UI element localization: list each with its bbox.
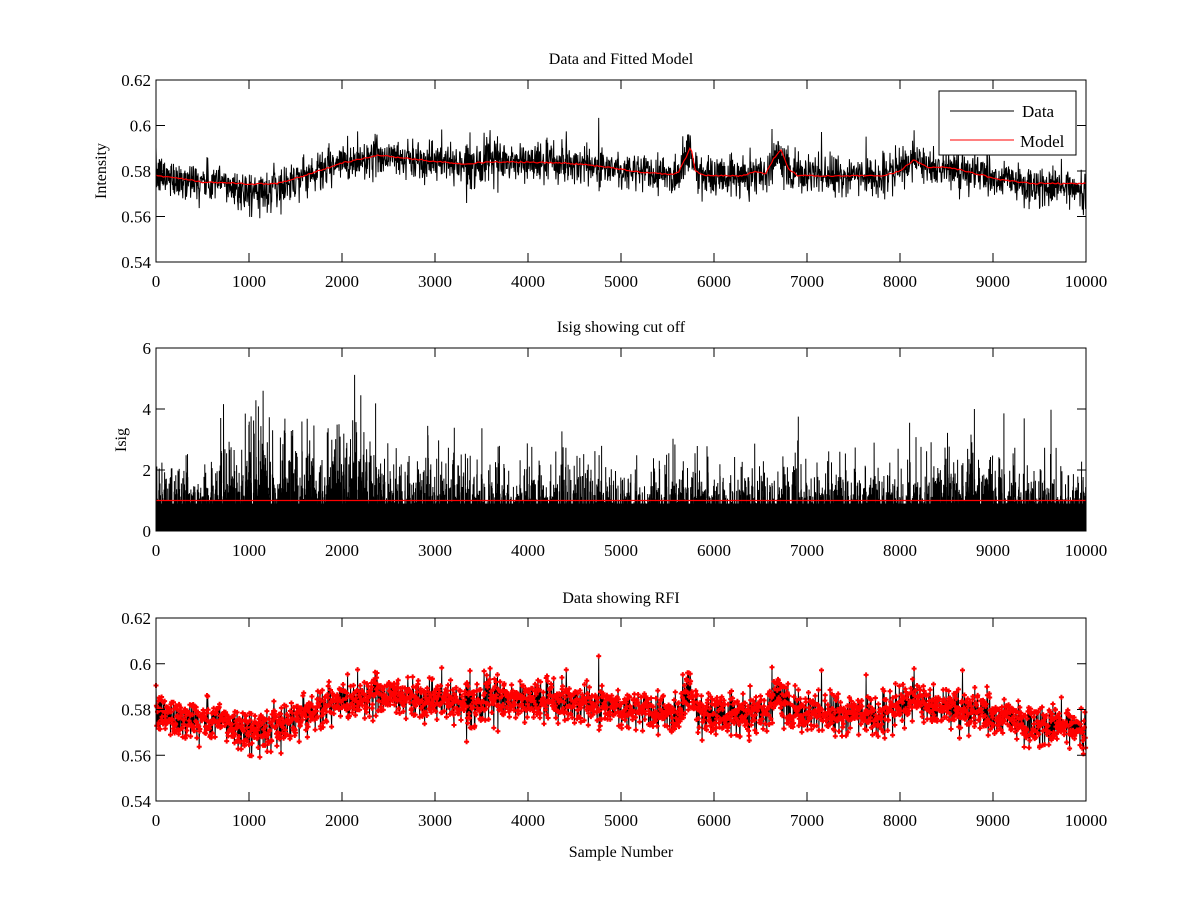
x-tick-label: 7000 — [790, 811, 824, 830]
panel-data-showing-rfi: Data showing RFI Sample Number 0 1000 2000… — [121, 590, 1107, 861]
x-tick-label: 1000 — [232, 811, 266, 830]
series-data-line — [155, 117, 1087, 219]
x-tick-label: 5000 — [604, 541, 638, 560]
y-tick-label: 0 — [143, 522, 152, 541]
x-tick-label: 9000 — [976, 541, 1010, 560]
x-tick-label: 7000 — [790, 272, 824, 291]
panel-2-ylabel: Isig — [113, 428, 130, 452]
x-tick-label: 10000 — [1065, 811, 1108, 830]
x-tick-label: 8000 — [883, 541, 917, 560]
x-tick-label: 1000 — [232, 541, 266, 560]
x-tick-label: 0 — [152, 811, 161, 830]
x-tick-label: 5000 — [604, 811, 638, 830]
x-tick-label: 0 — [152, 272, 161, 291]
x-tick-label: 9000 — [976, 811, 1010, 830]
legend-label-data: Data — [1022, 102, 1055, 121]
x-tick-label: 7000 — [790, 541, 824, 560]
y-tick-label: 0.58 — [121, 701, 151, 720]
panel-isig-showing-cut-off: Isig showing cut off Isig 0 1000 2000 3000 4… — [113, 319, 1107, 560]
y-tick-label: 0.58 — [121, 162, 151, 181]
panel-1-title: Data and Fitted Model — [549, 51, 694, 68]
x-tick-label: 6000 — [697, 541, 731, 560]
x-tick-label: 2000 — [325, 272, 359, 291]
x-tick-label: 3000 — [418, 272, 452, 291]
y-tick-label: 0.62 — [121, 71, 151, 90]
x-tick-label: 4000 — [511, 541, 545, 560]
x-tick-label: 4000 — [511, 811, 545, 830]
x-tick-label: 9000 — [976, 272, 1010, 291]
y-tick-label: 0.6 — [130, 117, 151, 136]
panel-2-title: Isig showing cut off — [557, 319, 686, 336]
legend-label-model: Model — [1020, 132, 1065, 151]
x-tick-label: 4000 — [511, 272, 545, 291]
isig-dense-band — [156, 503, 1086, 528]
y-tick-label: 0.56 — [121, 208, 151, 227]
x-tick-label: 10000 — [1065, 541, 1108, 560]
x-tick-label: 0 — [152, 541, 161, 560]
series-rfi-markers — [153, 653, 1089, 760]
y-tick-label: 0.62 — [121, 609, 151, 628]
x-tick-label: 8000 — [883, 811, 917, 830]
x-tick-label: 3000 — [418, 811, 452, 830]
y-tick-label: 4 — [143, 400, 152, 419]
x-tick-label: 6000 — [697, 811, 731, 830]
panel-3-title: Data showing RFI — [562, 590, 679, 607]
x-tick-label: 2000 — [325, 811, 359, 830]
panel-data-and-fitted-model: Data and Fitted Model Intensity 0 1000 200… — [93, 51, 1107, 291]
panel-1-ylabel: Intensity — [93, 143, 110, 199]
panel-1-legend: Data Model — [938, 90, 1077, 156]
y-tick-label: 0.54 — [121, 253, 151, 272]
x-tick-label: 6000 — [697, 272, 731, 291]
series-model-line — [155, 147, 1087, 186]
x-tick-label: 2000 — [325, 541, 359, 560]
y-tick-label: 6 — [143, 339, 152, 358]
x-tick-label: 1000 — [232, 272, 266, 291]
legend-box — [938, 90, 1077, 156]
y-tick-label: 2 — [143, 461, 152, 480]
x-tick-label: 8000 — [883, 272, 917, 291]
panel-3-xlabel: Sample Number — [569, 844, 674, 861]
y-tick-label: 0.6 — [130, 655, 151, 674]
x-tick-label: 10000 — [1065, 272, 1108, 291]
y-tick-label: 0.54 — [121, 792, 151, 811]
x-tick-label: 5000 — [604, 272, 638, 291]
x-tick-label: 3000 — [418, 541, 452, 560]
y-tick-label: 0.56 — [121, 746, 151, 765]
